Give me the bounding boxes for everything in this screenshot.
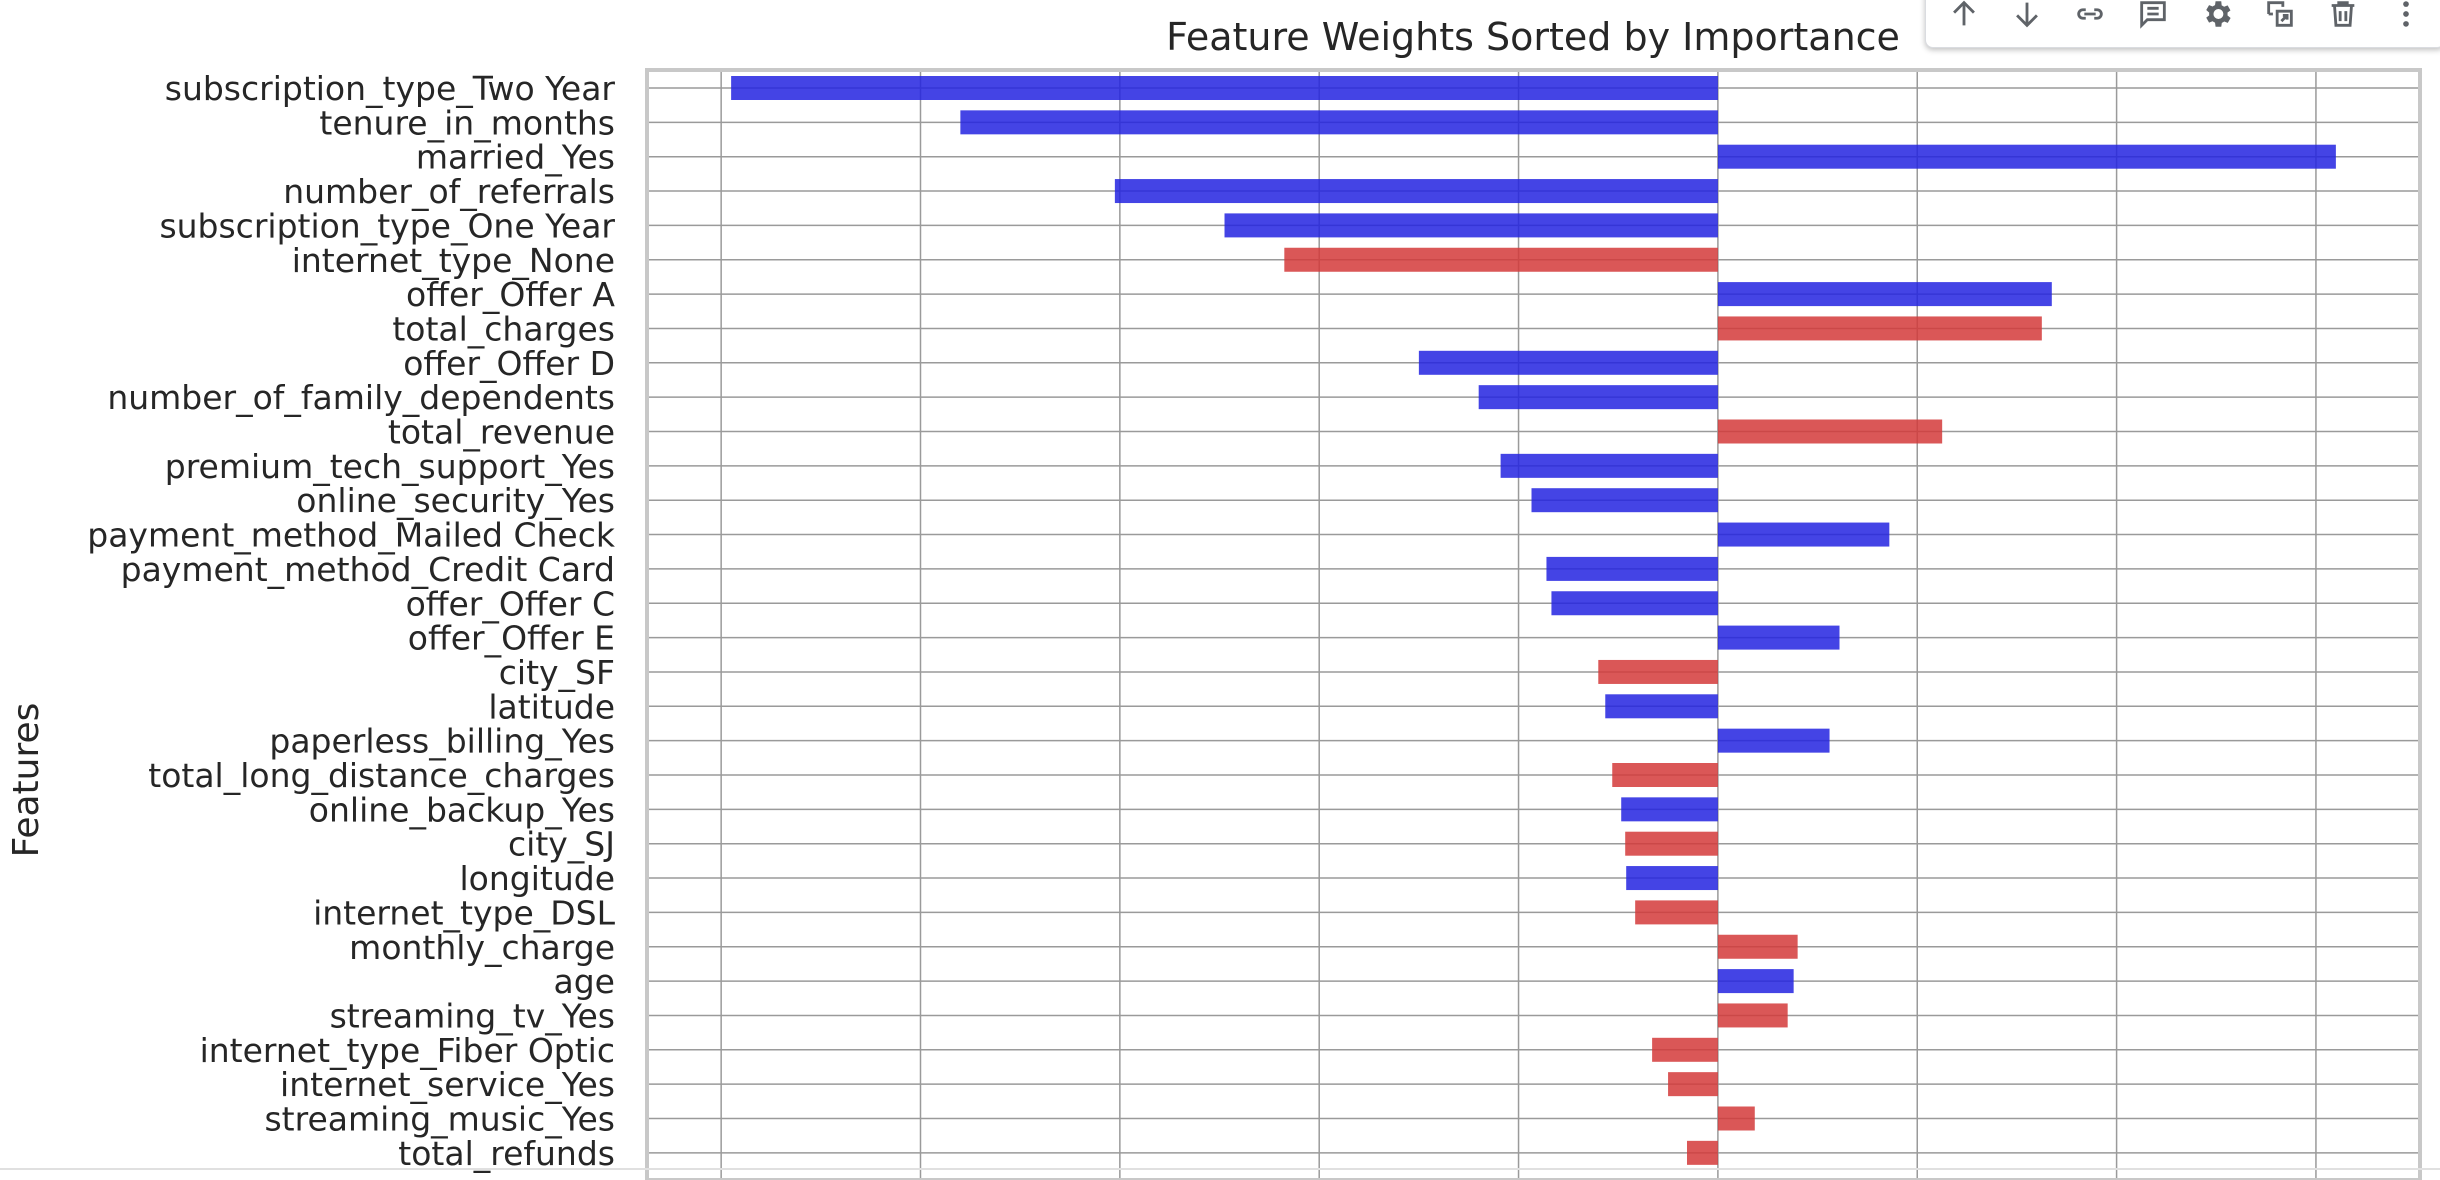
category-label: offer_Offer E: [408, 619, 615, 658]
category-label: internet_type_None: [292, 241, 615, 280]
plot-frame: [645, 68, 2422, 1180]
bar-number-of-family-dependents: [1478, 385, 1718, 410]
category-label: premium_tech_support_Yes: [165, 447, 615, 486]
more-vert-icon[interactable]: [2381, 0, 2431, 39]
link-icon[interactable]: [2065, 0, 2115, 39]
bar-city-sf: [1598, 659, 1718, 684]
bar-streaming-tv-yes: [1717, 1003, 1788, 1028]
bar-latitude: [1605, 694, 1718, 719]
bar-city-sj: [1625, 831, 1718, 856]
bar-internet-service-yes: [1668, 1072, 1718, 1097]
category-label: latitude: [488, 687, 615, 726]
category-label: online_security_Yes: [296, 481, 615, 520]
category-label: streaming_tv_Yes: [330, 996, 615, 1035]
bar-payment-method-credit-card: [1546, 556, 1718, 581]
bar-tenure-in-months: [960, 110, 1718, 135]
bar-married-yes: [1717, 144, 2336, 169]
category-label: total_refunds: [398, 1134, 615, 1173]
bar-premium-tech-support-yes: [1500, 453, 1718, 478]
category-label: subscription_type_Two Year: [165, 69, 616, 108]
category-label: longitude: [460, 859, 616, 898]
category-label: age: [554, 962, 615, 1001]
arrow-up-icon[interactable]: [1939, 0, 1989, 39]
trash-icon[interactable]: [2318, 0, 2368, 39]
category-label: offer_Offer A: [406, 275, 615, 314]
category-label: city_SF: [499, 653, 615, 692]
category-label: number_of_family_dependents: [107, 378, 615, 417]
arrow-down-icon[interactable]: [2002, 0, 2052, 39]
comment-icon[interactable]: [2128, 0, 2178, 39]
bar-total-charges: [1717, 316, 2042, 341]
category-label: internet_service_Yes: [280, 1065, 615, 1104]
category-label: total_charges: [392, 309, 615, 348]
bar-total-long-distance-charges: [1612, 763, 1718, 787]
bar-subscription-type-one-year: [1224, 213, 1718, 238]
bar-age: [1717, 969, 1794, 994]
category-label: paperless_billing_Yes: [269, 722, 615, 761]
mirror-cell-icon[interactable]: [2255, 0, 2305, 39]
category-label: streaming_music_Yes: [264, 1100, 615, 1139]
category-label: offer_Offer C: [406, 584, 615, 623]
category-label: total_long_distance_charges: [148, 756, 615, 795]
category-label: monthly_charge: [349, 928, 615, 967]
bar-offer-offer-e: [1717, 625, 1840, 650]
bar-online-security-yes: [1531, 488, 1718, 513]
category-labels: subscription_type_Two Yeartenure_in_mont…: [87, 69, 616, 1173]
chart-title: Feature Weights Sorted by Importance: [1166, 15, 1900, 59]
bar-internet-type-none: [1284, 247, 1718, 272]
bar-offer-offer-d: [1418, 350, 1718, 375]
bar-internet-type-dsl: [1635, 900, 1718, 925]
cell-toolbar: [1925, 0, 2440, 48]
gear-icon[interactable]: [2192, 0, 2242, 39]
bar-internet-type-fiber-optic: [1652, 1037, 1718, 1062]
bar-total-refunds: [1686, 1140, 1718, 1165]
category-label: number_of_referrals: [283, 172, 615, 211]
bar-monthly-charge: [1717, 934, 1798, 959]
bars: [731, 76, 2336, 1165]
page-bottom-border: [0, 1168, 2440, 1170]
bar-longitude: [1626, 866, 1718, 891]
category-label: payment_method_Credit Card: [121, 550, 615, 589]
category-label: internet_type_DSL: [313, 893, 616, 932]
bar-paperless-billing-yes: [1717, 728, 1830, 753]
bar-offer-offer-a: [1717, 282, 2052, 307]
bar-payment-method-mailed-check: [1717, 522, 1890, 547]
y-axis-title: Features: [6, 703, 47, 858]
bar-total-revenue: [1717, 419, 1943, 444]
bar-subscription-type-two-year: [731, 76, 1718, 100]
category-label: tenure_in_months: [319, 103, 615, 142]
category-label: offer_Offer D: [403, 344, 615, 383]
category-label: subscription_type_One Year: [159, 206, 615, 245]
category-label: internet_type_Fiber Optic: [200, 1031, 615, 1070]
bar-online-backup-yes: [1621, 797, 1718, 822]
bar-streaming-music-yes: [1717, 1106, 1755, 1131]
category-label: online_backup_Yes: [309, 790, 615, 829]
category-label: married_Yes: [416, 138, 615, 177]
bar-offer-offer-c: [1551, 591, 1718, 616]
bar-number-of-referrals: [1114, 179, 1718, 204]
category-label: total_revenue: [388, 413, 615, 452]
category-label: payment_method_Mailed Check: [87, 516, 616, 555]
category-label: city_SJ: [508, 825, 615, 864]
